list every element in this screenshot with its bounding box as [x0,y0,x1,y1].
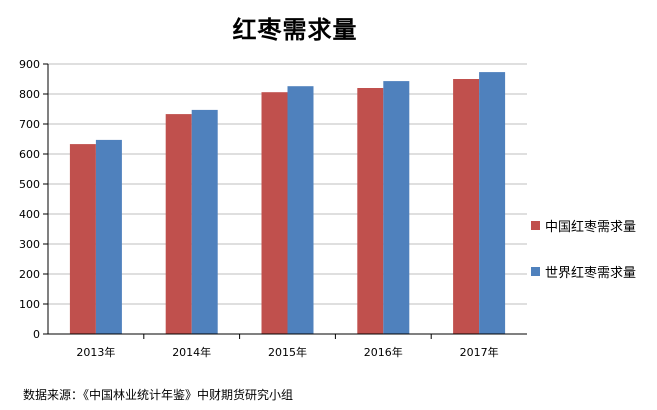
x-tick-label: 2015年 [268,345,307,359]
bar-world [383,81,410,334]
bar-world [479,72,506,334]
legend-label-china: 中国红枣需求量 [545,220,637,235]
y-tick-label: 200 [19,268,40,281]
legend-swatch-world [531,267,540,276]
y-tick-label: 300 [19,238,40,251]
legend-item-world: 世界红枣需求量 [531,262,636,281]
x-tick-label: 2013年 [76,345,115,359]
bar-world [287,86,314,334]
chart-title: 红枣需求量 [232,15,358,44]
y-tick-label: 600 [19,148,40,161]
y-axis-ticks: 0 100 200 300 400 500 600 700 800 900 [19,58,48,341]
y-tick-label: 0 [33,328,40,341]
legend-label-world: 世界红枣需求量 [545,266,637,281]
y-tick-label: 700 [19,118,40,131]
bar-china [165,114,192,334]
x-tick-label: 2017年 [460,345,499,359]
source-note: 数据来源：《中国林业统计年鉴》中财期货研究小组 [23,388,294,402]
y-tick-label: 100 [19,298,40,311]
legend-swatch-china [531,221,540,230]
legend-item-china: 中国红枣需求量 [531,216,636,235]
bars [69,72,506,335]
bar-china [261,92,288,334]
axes [47,64,527,335]
bar-world [95,139,122,334]
bar-china [453,79,480,334]
bar-world [191,109,218,335]
x-tick-label: 2016年 [364,345,403,359]
y-tick-label: 400 [19,208,40,221]
y-tick-label: 500 [19,178,40,191]
bar-china [357,88,384,334]
x-tick-label: 2014年 [172,345,211,359]
y-tick-label: 800 [19,88,40,101]
x-axis-ticks: 2013年 2014年 2015年 2016年 2017年 [76,334,499,359]
y-tick-label: 900 [19,58,40,71]
bar-china [69,144,96,334]
